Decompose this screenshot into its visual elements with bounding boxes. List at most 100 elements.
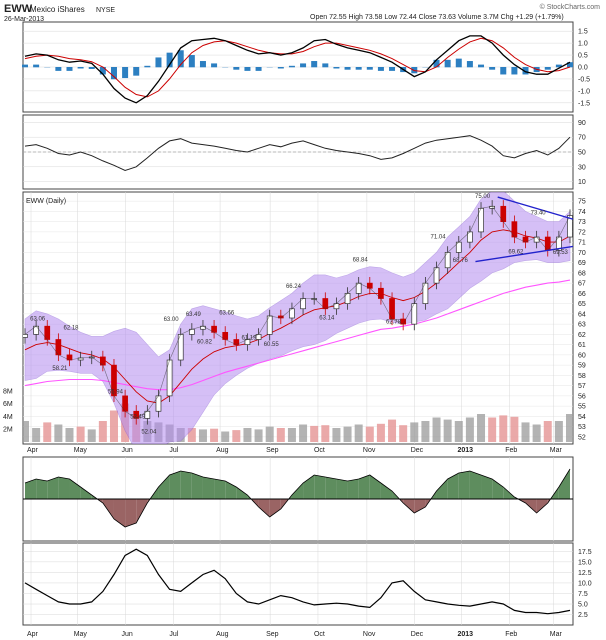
- y-tick-label: 58: [578, 373, 586, 380]
- oscillator-area: [347, 479, 359, 499]
- price-annotation: 53.49: [130, 415, 146, 421]
- volume-bar-up: [65, 428, 74, 442]
- oscillator-area: [314, 475, 326, 499]
- x-tick-label: Dec: [411, 447, 424, 454]
- macd-histogram-bar: [433, 59, 440, 68]
- x-tick-label: Sep: [266, 631, 279, 638]
- volume-bar-up: [354, 424, 363, 442]
- y-tick-label: 56: [578, 393, 586, 400]
- y-tick-label: 65: [578, 301, 586, 308]
- macd-histogram-bar: [444, 59, 451, 68]
- oscillator-area: [325, 477, 337, 499]
- x-tick-label: 2013: [457, 631, 473, 638]
- volume-bar-down: [510, 416, 519, 442]
- rsi-plot: [23, 135, 573, 172]
- price-annotation: 62.18: [63, 326, 79, 332]
- oscillator-area: [403, 499, 415, 513]
- y-tick-label: 70: [578, 135, 586, 142]
- macd-histogram-bar: [133, 67, 140, 76]
- macd-histogram-bar: [333, 67, 340, 69]
- price-annotation: 63.49: [186, 312, 202, 318]
- x-tick-label: 2013: [457, 447, 473, 454]
- volume-bar-down: [365, 426, 374, 442]
- price-annotation: 69.62: [508, 249, 524, 255]
- oscillator-area: [136, 499, 148, 523]
- oscillator-area: [69, 479, 81, 499]
- symbol: EWW: [4, 3, 33, 15]
- y-tick-label: 70: [578, 250, 586, 257]
- macd-histogram-bar: [110, 67, 117, 80]
- macd-histogram-bar: [366, 67, 373, 70]
- close-line: [24, 205, 571, 419]
- y-tick-label: 1.0: [578, 41, 588, 48]
- volume-bar-up: [23, 421, 29, 442]
- volume-bar-up: [454, 421, 463, 442]
- volume-bar-down: [488, 417, 497, 442]
- macd-histogram-bar: [199, 61, 206, 68]
- x-tick-label: May: [74, 631, 88, 638]
- macd-signal-line: [24, 37, 571, 98]
- macd-histogram-bar: [144, 65, 151, 68]
- y-tick-label: 67: [578, 281, 586, 288]
- oscillator-area: [113, 499, 126, 527]
- volume-bar-up: [32, 428, 41, 442]
- volume-bar-down: [210, 428, 219, 442]
- price-panel-title: EWW (Daily): [26, 198, 66, 205]
- y-tick-label: -1.5: [578, 100, 590, 107]
- x-tick-label: Feb: [505, 447, 517, 454]
- oscillator-area: [236, 487, 248, 499]
- y-tick-label: 2.5: [578, 612, 588, 619]
- quote-summary: Open 72.55 High 73.58 Low 72.44 Close 73…: [310, 14, 564, 21]
- oscillator-area: [447, 473, 459, 499]
- x-tick-label: Oct: [314, 631, 325, 638]
- volume-bar-up: [554, 421, 563, 442]
- exchange: NYSE: [96, 7, 115, 14]
- y-tick-label: 68: [578, 270, 586, 277]
- oscillator-area: [380, 483, 393, 499]
- macd-plot: [22, 35, 573, 104]
- y-tick-label: 1.5: [578, 29, 588, 36]
- oscillator-plot: [23, 468, 573, 528]
- volume-tick-label: 2M: [3, 426, 13, 433]
- volume-bar-down: [43, 422, 52, 442]
- oscillator-area: [102, 499, 114, 519]
- oscillator-area: [58, 477, 70, 499]
- x-tick-label: Apr: [27, 447, 39, 454]
- x-tick-label: Mar: [550, 631, 563, 638]
- oscillator-area: [414, 499, 426, 513]
- macd-histogram-bar: [22, 64, 28, 68]
- y-tick-label: 50: [578, 150, 586, 157]
- x-tick-label: Sep: [266, 447, 279, 454]
- y-tick-label: 17.5: [578, 549, 592, 556]
- x-tick-label: Jun: [122, 447, 133, 454]
- x-tick-label: Dec: [411, 631, 424, 638]
- oscillator-area: [492, 479, 504, 499]
- y-tick-label: -0.5: [578, 76, 590, 83]
- price-annotation: 71.04: [431, 235, 447, 241]
- date: 26-Mar-2013: [4, 16, 44, 23]
- volume-bar-up: [432, 417, 441, 442]
- oscillator-area: [125, 499, 137, 527]
- y-tick-label: 10: [578, 179, 586, 186]
- security-name: Mexico iShares: [30, 5, 85, 14]
- volume-bar-up: [332, 428, 341, 442]
- y-tick-label: 60: [578, 352, 586, 359]
- macd-histogram-bar: [244, 67, 251, 71]
- macd-histogram-bar: [300, 63, 307, 68]
- price-annotation: 73.40: [531, 211, 547, 217]
- volume-bar-up: [87, 429, 96, 442]
- x-tick-label: Aug: [216, 631, 229, 638]
- x-tick-label: Feb: [505, 631, 517, 638]
- volume-bar-down: [232, 430, 241, 442]
- macd-histogram-bar: [177, 50, 184, 68]
- y-tick-label: 10.0: [578, 580, 592, 587]
- volume-bar-up: [477, 414, 486, 442]
- price-plot: 63.06 62.18 58.21 55.94 53.49 52.04 63.00 63.49…: [23, 192, 573, 444]
- volume-bar-down: [321, 425, 330, 442]
- macd-histogram-bar: [255, 67, 262, 71]
- y-tick-label: 15.0: [578, 559, 592, 566]
- y-tick-label: 0.5: [578, 53, 588, 60]
- macd-histogram-bar: [355, 67, 362, 70]
- macd-histogram-bar: [155, 57, 162, 68]
